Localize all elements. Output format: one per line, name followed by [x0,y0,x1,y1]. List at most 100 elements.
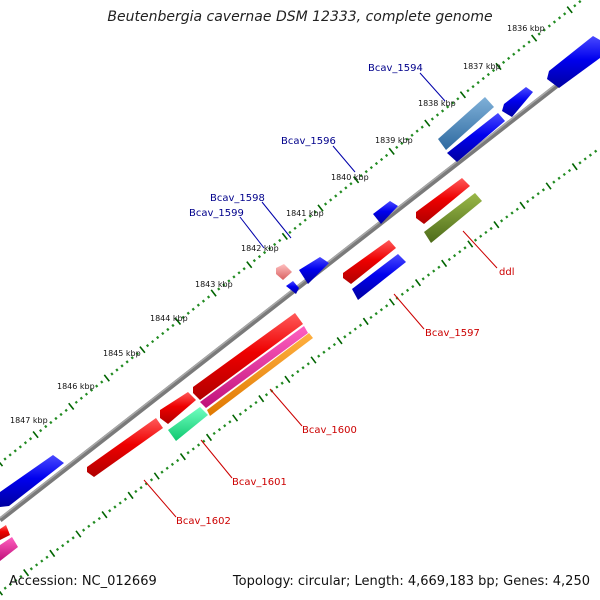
gene-label-bcav-1596[interactable]: Bcav_1596 [281,136,336,147]
scale-tick-major [49,549,56,558]
gene-marker-light[interactable] [276,264,292,280]
gene-arrow-forward[interactable] [547,36,600,88]
scale-tick-dot [542,28,546,32]
callout-line-bcav-1601 [200,439,233,479]
scale-tick-dot [594,149,598,153]
scale-tick-dot [296,369,300,374]
gene-arrow-reverse-ddl[interactable] [424,193,482,243]
callout-line-bcav-1599 [239,216,265,249]
genome-backbone [0,50,600,522]
scale-tick-dot [578,0,582,4]
scale-tick-dot [110,372,114,376]
scale-tick-dot [322,350,326,354]
gene-arrow-forward-bcav-1598[interactable] [299,257,329,284]
scale-tick-dot [421,277,425,281]
gene-arrow-reverse[interactable] [160,392,196,424]
gene-label-ddl[interactable]: ddl [499,267,514,278]
outer-scale-track [0,0,582,467]
scale-label: 1843 kbp [195,280,233,289]
scale-tick-dot [567,168,572,173]
scale-tick-dot [334,194,338,198]
scale-tick-dot [583,157,587,161]
scale-tick-dot [278,238,282,243]
scale-tick-major [32,431,39,439]
scale-tick-dot [228,420,232,424]
gene-arrow-reverse-bcav-1600[interactable] [200,326,308,408]
scale-tick-dot [343,335,347,339]
gene-arrow-reverse-bcav-1597[interactable] [352,254,406,300]
scale-label: 1837 kbp [463,62,501,71]
scale-label: 1844 kbp [150,314,188,323]
gene-label-bcav-1600[interactable]: Bcav_1600 [302,425,357,436]
gene-arrow-reverse[interactable] [416,178,470,224]
scale-tick-dot [332,342,336,347]
gene-arrow-reverse[interactable] [343,240,396,284]
scale-tick-dot [339,190,343,194]
gene-arrow-forward[interactable] [447,113,505,162]
scale-tick-dot [222,283,226,287]
scale-tick-dot [476,81,480,85]
scale-tick-dot [379,308,383,312]
scale-tick-dot [507,56,511,60]
gene-label-bcav-1599[interactable]: Bcav_1599 [189,208,244,219]
scale-tick-dot [405,137,409,141]
scale-tick-dot [92,520,96,525]
scale-tick-dot [84,392,89,396]
scale-tick-dot [384,153,389,158]
map-title: Beutenbergia cavernae DSM 12333, complet… [107,9,493,25]
scale-tick-dot [97,516,101,521]
scale-tick-dot [108,509,112,513]
scale-tick-dot [473,238,478,242]
callout-line-bcav-1594 [419,72,446,102]
scale-tick-dot [125,360,129,364]
gene-arrow-forward-bcav-1596[interactable] [373,201,398,224]
gene-label-bcav-1598[interactable]: Bcav_1598 [210,193,265,204]
scale-tick-dot [196,443,201,447]
gene-arrow-forward[interactable] [502,87,533,117]
gene-arrow-forward-bcav-1594[interactable] [438,97,494,150]
scale-tick-dot [139,485,143,490]
scale-tick-dot [244,408,248,412]
scale-tick-dot [486,72,490,77]
scale-tick-dot [161,331,165,336]
gene-arrow-reverse[interactable] [0,537,18,561]
scale-tick-dot [489,226,493,231]
gene-label-bcav-1597[interactable]: Bcav_1597 [425,328,480,339]
gene-arrow-reverse[interactable] [0,525,10,540]
scale-tick-major [571,163,578,171]
scale-tick-dot [329,198,333,202]
scale-tick-dot [505,215,509,219]
scale-tick-dot [186,311,190,315]
scale-tick-dot [227,279,231,283]
gene-arrow-forward-bcav-1599[interactable] [286,281,299,294]
scale-tick-major [153,472,160,480]
scale-tick-dot [353,327,357,331]
scale-tick-dot [165,466,169,470]
scale-tick-dot [466,89,470,93]
scale-tick-dot [588,153,593,157]
gene-label-bcav-1601[interactable]: Bcav_1601 [232,477,287,488]
scale-tick-dot [517,48,521,52]
scale-tick-dot [557,176,561,180]
scale-tick-major [352,176,360,184]
scale-tick-dot [115,368,119,372]
scale-tick-dot [385,304,389,308]
scale-tick-dot [242,267,246,271]
gene-arrow-forward[interactable] [0,455,64,507]
scale-tick-dot [552,180,556,184]
scale-tick-dot [453,254,457,258]
scale-tick-dot [87,524,91,528]
gene-arrow-reverse-bcav-1602[interactable] [87,418,163,477]
scale-tick-dot [573,4,577,8]
scale-tick-dot [95,384,99,388]
gene-arrow-reverse-bcav-1600-orange[interactable] [207,333,313,416]
scale-tick-dot [306,362,310,366]
scale-tick-major [459,91,467,99]
scale-tick-major [545,182,552,190]
gene-label-bcav-1602[interactable]: Bcav_1602 [176,516,231,527]
gene-arrow-reverse[interactable] [193,313,303,400]
gene-arrow-reverse-bcav-1601[interactable] [168,407,208,441]
scale-tick-dot [61,543,65,548]
scale-tick-dot [113,505,117,509]
gene-label-bcav-1594[interactable]: Bcav_1594 [368,63,423,74]
